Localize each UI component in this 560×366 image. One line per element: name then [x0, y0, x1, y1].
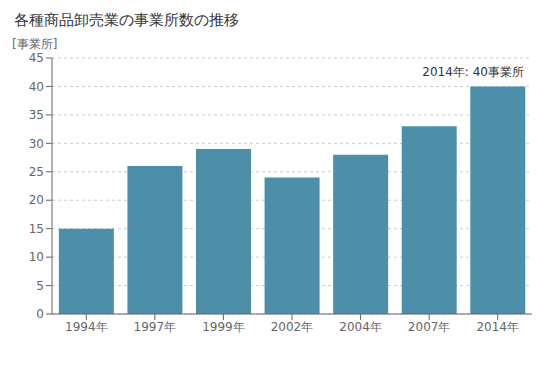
svg-text:1997年: 1997年 [134, 320, 177, 334]
svg-text:2007年: 2007年 [408, 320, 451, 334]
svg-text:2014年: 2014年 [476, 320, 519, 334]
svg-text:20: 20 [29, 193, 44, 207]
svg-text:10: 10 [29, 250, 44, 264]
svg-text:1999年: 1999年 [202, 320, 245, 334]
svg-text:5: 5 [36, 279, 44, 293]
svg-text:0: 0 [36, 307, 44, 321]
html-text:[事業所]: [事業所] [12, 37, 58, 51]
svg-text:2004年: 2004年 [339, 320, 382, 334]
svg-text:40: 40 [29, 80, 44, 94]
svg-text:30: 30 [29, 137, 44, 151]
svg-text:45: 45 [29, 51, 44, 65]
html-text:2014年: 40事業所: 2014年: 40事業所 [422, 65, 524, 79]
svg-text:35: 35 [29, 108, 44, 122]
svg-text:1994年: 1994年 [65, 320, 108, 334]
html-text:各種商品卸売業の事業所数の推移: 各種商品卸売業の事業所数の推移 [14, 11, 239, 29]
svg-text:15: 15 [29, 222, 44, 236]
svg-text:2002年: 2002年 [271, 320, 314, 334]
svg-text:25: 25 [29, 165, 44, 179]
